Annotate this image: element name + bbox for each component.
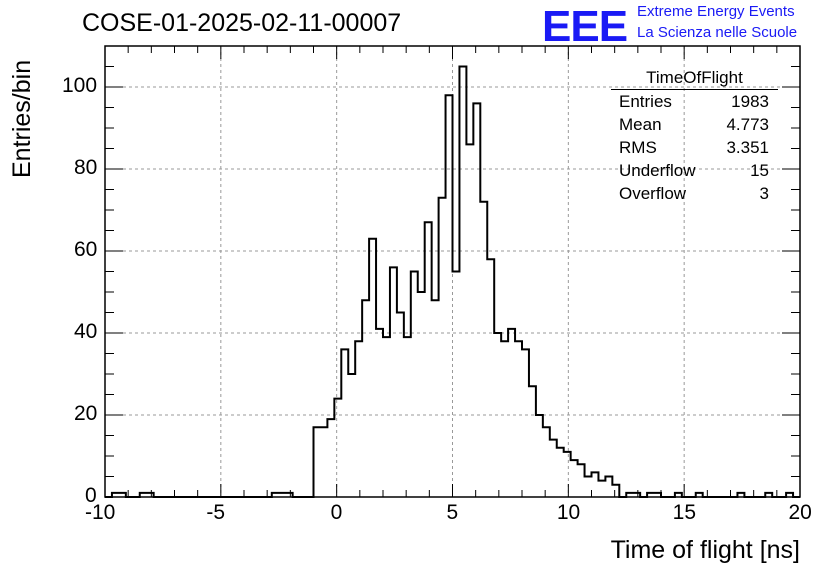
eee-logo-line2: La Scienza nelle Scuole [637, 24, 798, 41]
grid-lines [105, 46, 800, 497]
stats-divider [611, 89, 778, 90]
x-axis-label: Time of flight [ns] [610, 536, 800, 564]
x-tick-label: 15 [672, 501, 697, 524]
stats-key: Overflow [619, 184, 687, 203]
eee-logo-line1: Extreme Energy Events [637, 3, 795, 20]
stats-key: Underflow [619, 161, 696, 180]
y-tick-label: 80 [74, 156, 98, 179]
stats-row: Mean 4.773 [619, 115, 769, 137]
stats-row: Entries 1983 [619, 92, 769, 114]
y-tick-label: 20 [74, 402, 98, 425]
stats-key: RMS [619, 138, 657, 157]
stats-title: TimeOfFlight [646, 68, 743, 87]
x-tick-label: 10 [556, 501, 581, 524]
y-tick-label: 40 [74, 320, 98, 343]
y-tick-label: 0 [85, 484, 97, 507]
x-tick-label: -10 [85, 501, 116, 524]
stats-box: TimeOfFlight Entries 1983 Mean 4.773 RMS… [611, 68, 778, 204]
stats-value: 15 [750, 161, 769, 180]
stats-key: Entries [619, 92, 672, 111]
eee-logo: EEE [542, 2, 628, 51]
stats-row: Underflow 15 [619, 161, 769, 183]
x-tick-label: -5 [206, 501, 226, 524]
x-tick-label: 0 [330, 501, 343, 524]
stats-value: 3 [759, 184, 769, 203]
plot-title: COSE-01-2025-02-11-00007 [82, 9, 402, 37]
stats-key: Mean [619, 115, 662, 134]
x-tick-label: 5 [446, 501, 459, 524]
axes-frame [104, 45, 801, 498]
stats-value: 3.351 [726, 138, 769, 157]
y-tick-label: 60 [74, 238, 98, 261]
stats-value: 4.773 [726, 115, 769, 134]
stats-row: Overflow 3 [619, 184, 769, 206]
stats-value: 1983 [731, 92, 769, 111]
x-tick-label: 20 [788, 501, 812, 524]
y-tick-label: 100 [62, 74, 98, 97]
stats-row: RMS 3.351 [619, 138, 769, 160]
y-axis-label: Entries/bin [8, 59, 36, 178]
